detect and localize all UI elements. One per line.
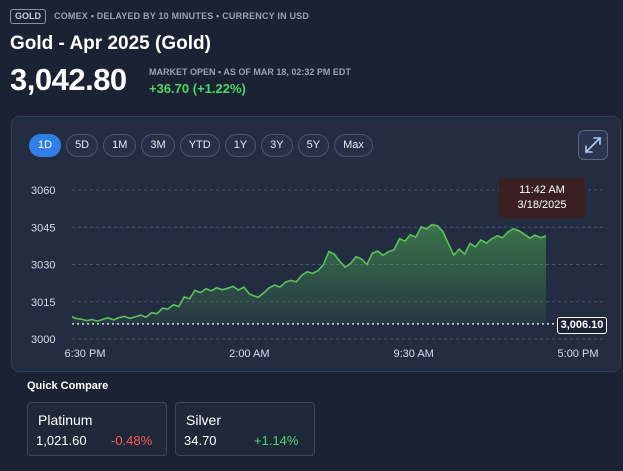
compare-card-platinum[interactable]: Platinum 1,021.60 -0.48% <box>27 402 167 456</box>
compare-change: +1.14% <box>254 433 299 448</box>
tooltip-date: 3/18/2025 <box>517 199 567 211</box>
compare-name: Platinum <box>38 412 93 428</box>
tab-1m[interactable]: 1M <box>103 134 137 157</box>
tooltip-time: 11:42 AM <box>519 184 565 196</box>
tab-ytd[interactable]: YTD <box>179 134 220 157</box>
y-tick-label: 3015 <box>31 297 55 309</box>
exchange-meta: COMEX • DELAYED BY 10 MINUTES • CURRENCY… <box>54 11 310 21</box>
expand-arrows-icon <box>585 137 601 153</box>
hover-tooltip: 11:42 AM 3/18/2025 <box>499 178 585 218</box>
x-tick-label: 2:00 AM <box>229 348 269 360</box>
x-axis-ticks: 6:30 PM 2:00 AM 9:30 AM 5:00 PM <box>65 348 599 360</box>
y-tick-label: 3045 <box>31 222 55 234</box>
compare-card-silver[interactable]: Silver 34.70 +1.14% <box>175 402 315 456</box>
range-tabs: 1D 5D 1M 3M YTD 1Y 3Y 5Y Max <box>29 134 373 157</box>
tab-3y[interactable]: 3Y <box>261 134 293 157</box>
price-area <box>72 224 546 324</box>
previous-close-label: 3,006.10 <box>557 317 607 334</box>
y-tick-label: 3060 <box>31 185 55 197</box>
y-tick-label: 3030 <box>31 260 55 272</box>
price-change: +36.70 (+1.22%) <box>149 81 246 96</box>
tab-3m[interactable]: 3M <box>141 134 175 157</box>
page-title: Gold - Apr 2025 (Gold) <box>10 33 211 54</box>
compare-value: 1,021.60 <box>36 433 87 448</box>
price-line <box>71 223 547 322</box>
price-chart: 3060 3045 3030 3015 3000 6:30 PM 2:00 AM 9:30 … <box>31 185 604 360</box>
x-tick-label: 6:30 PM <box>65 348 106 360</box>
x-tick-label: 9:30 AM <box>393 348 433 360</box>
expand-chart-button[interactable] <box>578 130 608 160</box>
y-axis-ticks: 3060 3045 3030 3015 3000 <box>31 185 55 346</box>
y-tick-label: 3000 <box>31 334 55 346</box>
tab-5d[interactable]: 5D <box>66 134 99 157</box>
symbol-badge: GOLD <box>10 8 46 24</box>
compare-value: 34.70 <box>184 433 217 448</box>
current-price: 3,042.80 <box>10 62 127 97</box>
tab-1d[interactable]: 1D <box>29 134 62 157</box>
quick-compare-title: Quick Compare <box>27 380 109 392</box>
tab-5y[interactable]: 5Y <box>297 134 330 157</box>
header-topline: GOLD COMEX • DELAYED BY 10 MINUTES • CUR… <box>10 8 309 24</box>
x-tick-label: 5:00 PM <box>558 348 599 360</box>
compare-change: -0.48% <box>111 433 153 448</box>
tab-max[interactable]: Max <box>334 134 373 157</box>
tab-1y[interactable]: 1Y <box>224 134 257 157</box>
market-status: MARKET OPEN • AS OF MAR 18, 02:32 PM EDT <box>149 67 351 77</box>
compare-name: Silver <box>186 412 222 428</box>
